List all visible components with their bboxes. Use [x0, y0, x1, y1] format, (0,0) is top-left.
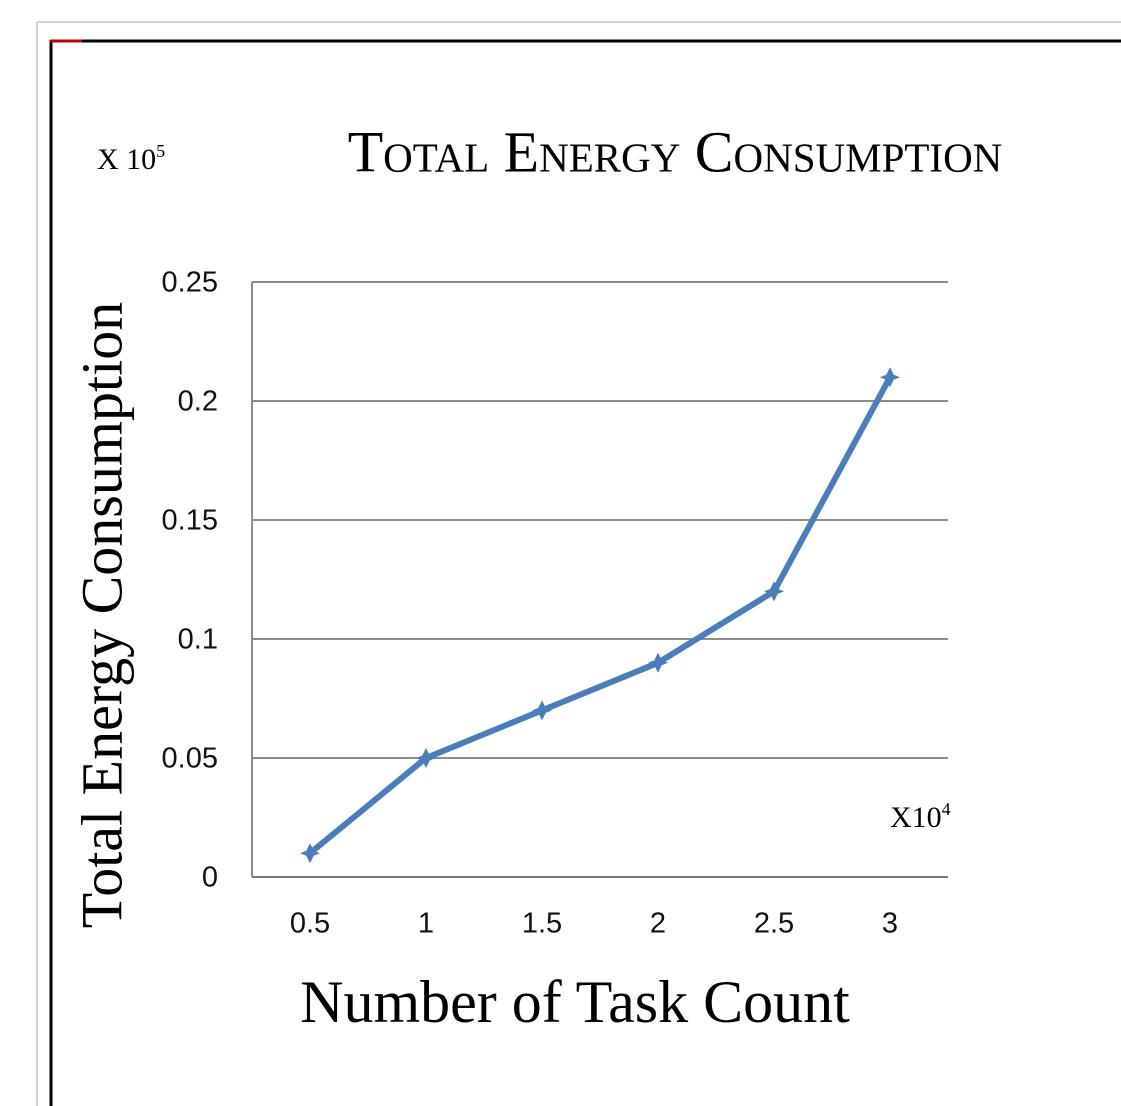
data-point	[648, 652, 668, 673]
y-multiplier-exponent: 5	[156, 141, 165, 161]
y-multiplier-base: X 10	[97, 143, 156, 176]
data-point	[880, 367, 900, 388]
x-tick-label: 2	[650, 908, 666, 940]
x-tick-label: 1.5	[522, 908, 562, 940]
x-multiplier: X104	[890, 799, 951, 834]
y-axis-label: Total Energy Consumption	[69, 302, 134, 928]
y-tick-label: 0.1	[178, 624, 218, 656]
x-tick-label: 0.5	[290, 908, 330, 940]
chart-title: Total Energy Consumption	[348, 119, 1003, 184]
y-tick-label: 0.2	[178, 386, 218, 418]
data-point	[764, 581, 784, 602]
y-tick-label: 0.15	[162, 505, 218, 537]
data-line	[308, 375, 893, 856]
x-tick-label: 3	[882, 908, 898, 940]
x-tick-label: 1	[418, 908, 434, 940]
y-multiplier: X 105	[97, 141, 165, 176]
x-axis-label: Number of Task Count	[300, 969, 850, 1035]
y-tick-label: 0.25	[162, 267, 218, 299]
data-point	[416, 748, 436, 768]
x-multiplier-exponent: 4	[942, 799, 951, 819]
x-multiplier-base: X10	[890, 801, 942, 834]
x-tick-label: 2.5	[754, 908, 794, 940]
data-point	[300, 843, 320, 864]
y-tick-label: 0	[202, 862, 218, 894]
y-tick-label: 0.05	[162, 743, 218, 775]
data-point	[532, 700, 552, 721]
